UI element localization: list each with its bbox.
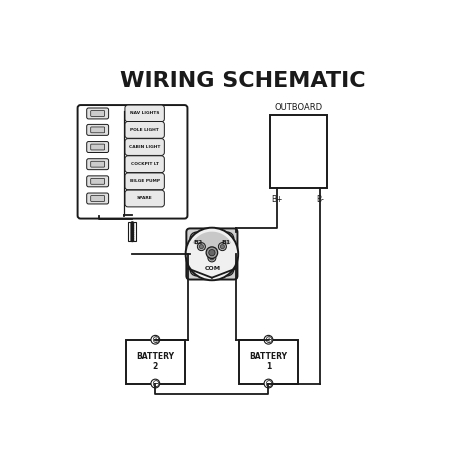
Text: WIRING SCHEMATIC: WIRING SCHEMATIC xyxy=(120,71,366,91)
FancyBboxPatch shape xyxy=(91,178,105,184)
Circle shape xyxy=(264,379,273,388)
FancyBboxPatch shape xyxy=(125,173,164,190)
Circle shape xyxy=(264,336,273,344)
Circle shape xyxy=(200,245,203,249)
Circle shape xyxy=(208,249,216,256)
Circle shape xyxy=(131,235,134,238)
Text: BILGE PUMP: BILGE PUMP xyxy=(129,179,160,183)
Text: B1: B1 xyxy=(221,240,230,245)
Circle shape xyxy=(131,231,134,234)
Circle shape xyxy=(209,249,215,256)
Circle shape xyxy=(131,226,134,228)
Bar xyxy=(126,340,184,383)
Text: SPARE: SPARE xyxy=(137,197,153,201)
Text: ⊖: ⊖ xyxy=(264,379,273,389)
FancyBboxPatch shape xyxy=(87,124,109,136)
Circle shape xyxy=(221,263,234,276)
Text: BATTERY
2: BATTERY 2 xyxy=(137,352,174,371)
Text: POLE LIGHT: POLE LIGHT xyxy=(130,128,159,132)
FancyBboxPatch shape xyxy=(91,196,105,201)
FancyBboxPatch shape xyxy=(87,108,109,119)
Text: BATTERY
1: BATTERY 1 xyxy=(249,352,287,371)
FancyBboxPatch shape xyxy=(91,161,105,167)
FancyBboxPatch shape xyxy=(125,105,164,122)
FancyBboxPatch shape xyxy=(91,110,105,117)
Circle shape xyxy=(186,228,238,280)
Circle shape xyxy=(219,243,227,251)
FancyBboxPatch shape xyxy=(87,193,109,204)
Circle shape xyxy=(131,239,134,242)
Text: CABIN LIGHT: CABIN LIGHT xyxy=(129,145,160,149)
FancyBboxPatch shape xyxy=(91,144,105,150)
FancyBboxPatch shape xyxy=(87,176,109,187)
Circle shape xyxy=(210,256,214,260)
Circle shape xyxy=(206,247,218,258)
FancyBboxPatch shape xyxy=(125,156,164,173)
Circle shape xyxy=(190,232,203,245)
Text: NAV LIGHTS: NAV LIGHTS xyxy=(130,111,159,116)
Circle shape xyxy=(197,243,205,251)
Text: COM: COM xyxy=(205,266,221,271)
Text: B2: B2 xyxy=(193,240,203,245)
Circle shape xyxy=(131,233,134,236)
FancyBboxPatch shape xyxy=(87,142,109,153)
FancyBboxPatch shape xyxy=(78,105,187,219)
Circle shape xyxy=(151,336,160,344)
Circle shape xyxy=(131,222,134,225)
Circle shape xyxy=(224,266,231,273)
Text: B+: B+ xyxy=(271,195,283,204)
Text: OUTBOARD: OUTBOARD xyxy=(274,103,323,112)
Circle shape xyxy=(131,224,134,227)
Circle shape xyxy=(131,229,134,232)
FancyBboxPatch shape xyxy=(91,127,105,133)
FancyBboxPatch shape xyxy=(125,190,164,207)
Circle shape xyxy=(193,266,200,273)
Circle shape xyxy=(190,263,203,276)
Circle shape xyxy=(220,245,224,249)
Bar xyxy=(128,222,137,241)
Circle shape xyxy=(221,232,234,245)
Text: ⊖: ⊖ xyxy=(151,379,159,389)
Text: B-: B- xyxy=(316,195,324,204)
Bar xyxy=(239,340,298,383)
Circle shape xyxy=(131,237,134,240)
Bar xyxy=(270,115,327,188)
Circle shape xyxy=(193,235,200,242)
FancyBboxPatch shape xyxy=(186,228,237,280)
Text: COCKPIT LT: COCKPIT LT xyxy=(131,162,159,166)
Text: ⊕: ⊕ xyxy=(264,335,273,345)
Circle shape xyxy=(151,379,160,388)
Text: ⊕: ⊕ xyxy=(151,335,159,345)
Circle shape xyxy=(224,235,231,242)
Circle shape xyxy=(131,228,134,230)
FancyBboxPatch shape xyxy=(125,121,164,138)
FancyBboxPatch shape xyxy=(125,138,164,155)
FancyBboxPatch shape xyxy=(87,159,109,170)
Polygon shape xyxy=(192,232,231,254)
Circle shape xyxy=(208,254,216,262)
Circle shape xyxy=(210,251,214,255)
